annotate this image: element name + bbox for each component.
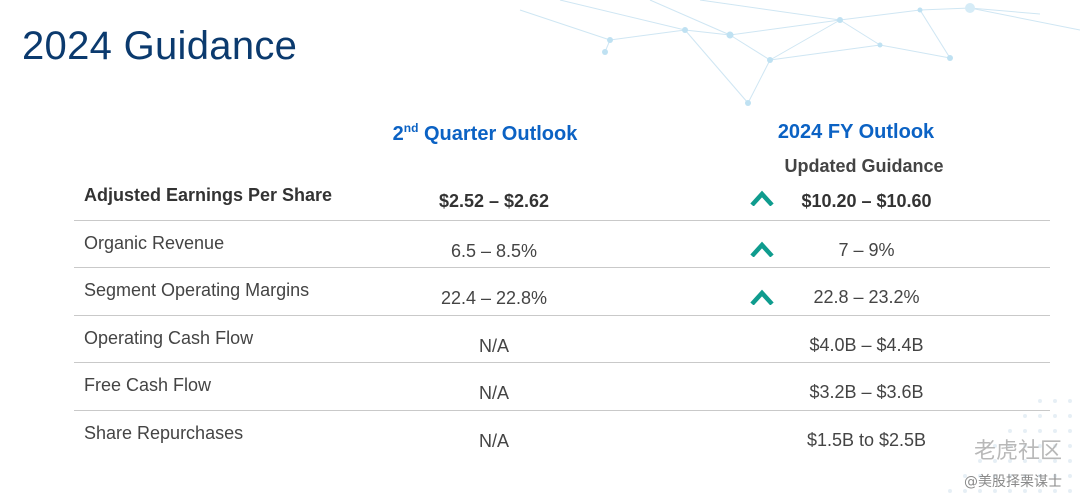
fy-value: 22.8 – 23.2% [813, 287, 920, 307]
fy-value: $3.2B – $3.6B [809, 382, 924, 402]
quarter-value: N/A [478, 383, 509, 403]
metric-label: Free Cash Flow [84, 375, 212, 395]
quarter-value: $2.52 – $2.62 [438, 191, 550, 211]
metric-label: Share Repurchases [84, 422, 244, 443]
fy-value: $1.5B to $2.5B [806, 429, 927, 450]
table-row: Share Repurchases N/A $1.5B to $2.5B [74, 411, 1050, 458]
quarter-number: 2 [392, 123, 404, 145]
quarter-outlook-header: 2nd Quarter Outlook [340, 121, 630, 146]
network-background-graphic [519, 0, 1080, 106]
watermark: 老虎社区 @美股择栗谋士 [964, 433, 1062, 491]
chevron-up-icon [750, 190, 774, 206]
metric-label: Segment Operating Margins [84, 280, 310, 300]
table-row: Segment Operating Margins 22.4 – 22.8% 2… [74, 268, 1050, 316]
quarter-value: 22.4 – 22.8% [440, 288, 548, 308]
fy-updated-guidance-subheader: Updated Guidance [784, 156, 944, 176]
table-row: Organic Revenue 6.5 – 8.5% 7 – 9% [74, 221, 1050, 268]
table-row: Free Cash Flow N/A $3.2B – $3.6B [74, 363, 1050, 411]
dot-pattern-graphic [948, 399, 1072, 493]
fy-value: 7 – 9% [838, 239, 895, 260]
watermark-brand: 老虎社区 [973, 439, 1062, 464]
metric-label: Adjusted Earnings Per Share [84, 185, 333, 205]
quarter-value: N/A [478, 430, 509, 451]
quarter-ordinal-suffix: nd [403, 121, 419, 135]
chevron-up-icon [750, 241, 774, 257]
fy-outlook-header: 2024 FY Outlook [777, 121, 935, 143]
table-row: Adjusted Earnings Per Share $2.52 – $2.6… [74, 173, 1050, 221]
metric-label: Organic Revenue [84, 232, 225, 253]
chevron-up-icon [750, 289, 774, 305]
page-title: 2024 Guidance [22, 24, 298, 68]
fy-value: $10.20 – $10.60 [801, 191, 932, 211]
quarter-value: 6.5 – 8.5% [450, 240, 538, 261]
watermark-author: @美股择栗谋士 [964, 474, 1062, 490]
quarter-header-text: Quarter Outlook [418, 123, 578, 145]
quarter-value: N/A [478, 335, 509, 356]
table-row: Operating Cash Flow N/A $4.0B – $4.4B [74, 316, 1050, 363]
fy-value: $4.0B – $4.4B [809, 334, 924, 355]
metric-label: Operating Cash Flow [84, 327, 254, 348]
guidance-table: Adjusted Earnings Per Share $2.52 – $2.6… [74, 173, 1050, 457]
